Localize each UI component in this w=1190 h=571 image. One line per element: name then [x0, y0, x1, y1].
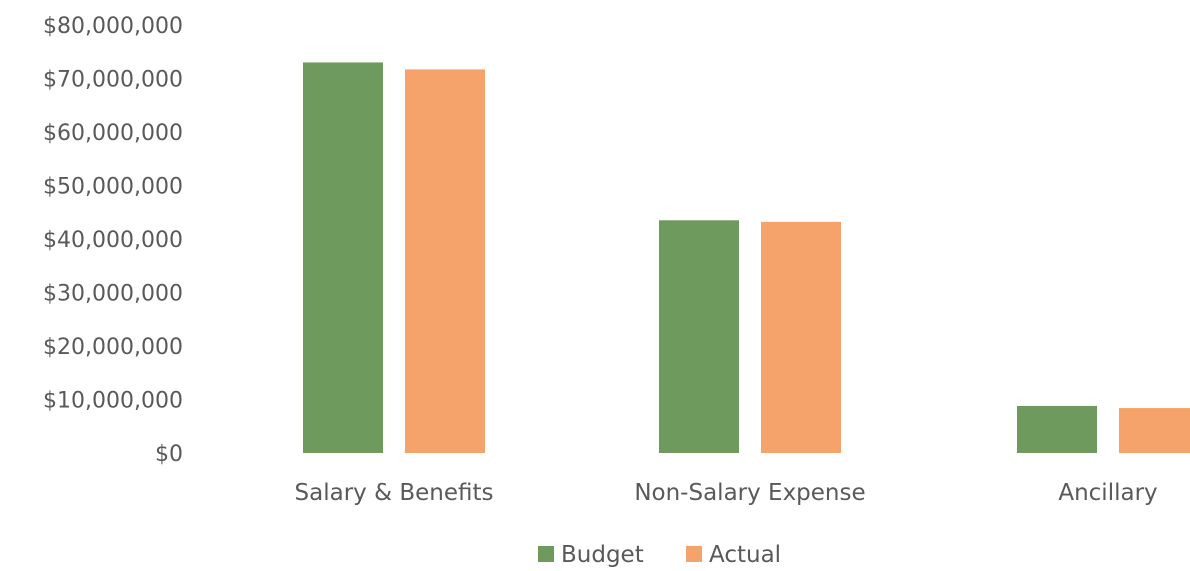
category-label: Salary & Benefits — [295, 480, 494, 506]
y-tick-label: $60,000,000 — [43, 121, 183, 146]
bar-budget-2 — [659, 220, 739, 453]
bar-budget-3 — [1017, 405, 1097, 453]
bar-actual-3 — [1119, 408, 1190, 453]
legend: Budget Actual — [538, 542, 781, 568]
legend-swatch-budget — [538, 546, 554, 562]
legend-label-actual: Actual — [709, 542, 781, 568]
y-tick-label: $10,000,000 — [43, 389, 183, 414]
y-tick-label: $80,000,000 — [43, 14, 183, 39]
y-axis-tick-labels: $0 $10,000,000 $20,000,000 $30,000,000 $40,0… — [43, 14, 183, 467]
y-tick-label: $70,000,000 — [43, 68, 183, 93]
bars — [303, 62, 1190, 453]
y-tick-label: $20,000,000 — [43, 335, 183, 360]
category-label: Ancillary — [1058, 480, 1157, 506]
x-axis-category-labels: Salary & Benefits Non-Salary Expense Ancil… — [295, 480, 1158, 506]
bar-actual-1 — [405, 69, 485, 453]
legend-label-budget: Budget — [561, 542, 644, 568]
legend-swatch-actual — [686, 546, 702, 562]
y-tick-label: $0 — [155, 442, 183, 467]
y-tick-label: $50,000,000 — [43, 175, 183, 200]
bar-actual-2 — [761, 221, 841, 453]
y-tick-label: $40,000,000 — [43, 228, 183, 253]
y-tick-label: $30,000,000 — [43, 282, 183, 307]
bar-budget-1 — [303, 62, 383, 453]
category-label: Non-Salary Expense — [634, 480, 865, 506]
